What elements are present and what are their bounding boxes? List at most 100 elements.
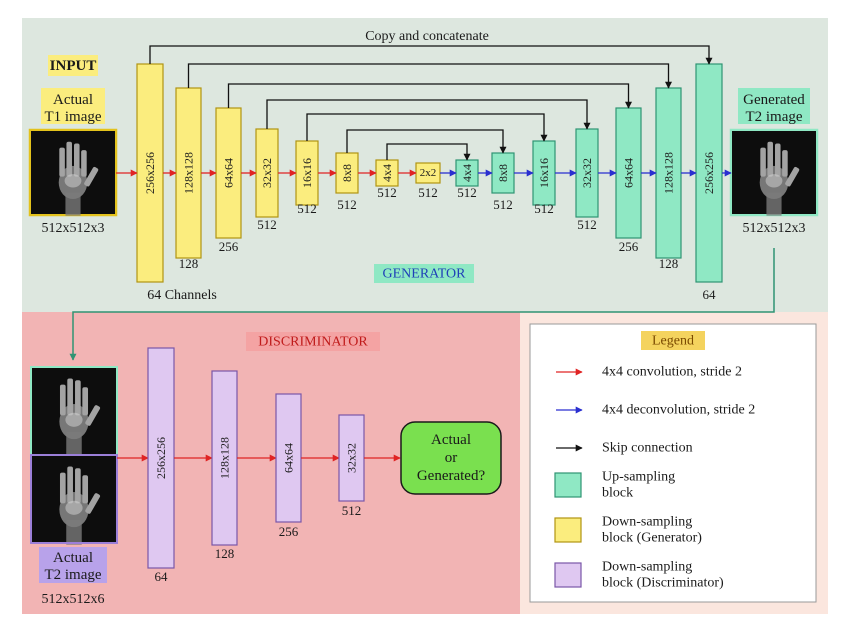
discriminator-input-label-highlight — [39, 547, 107, 583]
legend-item-4-label-line-1: Up-sampling — [602, 470, 675, 485]
legend-swatch-up_block — [554, 472, 582, 498]
decoder-block-2-channels: 512 — [493, 197, 513, 212]
discriminator-block-3-resolution: 64x64 — [282, 443, 296, 473]
finger-shape — [767, 141, 773, 177]
decoder-block-6-channels: 128 — [659, 256, 679, 271]
discriminator-block-1-resolution: 256x256 — [154, 437, 168, 479]
legend-title-highlight — [641, 331, 705, 350]
output-t2-image — [732, 131, 816, 216]
encoder-block-3 — [215, 107, 242, 239]
encoder-block-1-resolution: 256x256 — [143, 152, 157, 194]
input-tag-text: INPUT — [50, 58, 97, 74]
discriminator-block-4-channels: 512 — [342, 503, 362, 518]
input-t1-image — [31, 131, 115, 216]
finger-shape — [775, 143, 781, 177]
discriminator-block-1 — [147, 347, 175, 569]
skip-connection-arrow-1 — [149, 45, 713, 65]
legend-item-6-label-line-2: block (Discriminator) — [602, 576, 724, 591]
generator-title-highlight — [374, 264, 474, 283]
decoder-block-7-channels: 64 — [703, 287, 717, 302]
discriminator-block-4-resolution: 32x32 — [345, 443, 359, 473]
encoder-block-3-channels: 256 — [219, 239, 239, 254]
decoder-block-3-resolution: 16x16 — [537, 158, 551, 188]
discriminator-block-3-channels: 256 — [279, 524, 299, 539]
encoder-block-6-channels: 512 — [337, 197, 357, 212]
bone-highlight — [765, 174, 783, 188]
discriminator-actual-image-border — [30, 454, 118, 544]
finger-shape — [59, 384, 66, 416]
finger-shape — [66, 141, 72, 177]
discriminator-block-4 — [338, 414, 365, 502]
wrist-shape — [66, 432, 82, 457]
skip-connection-arrow-3 — [227, 83, 632, 109]
input-label-line-2: T1 image — [44, 109, 101, 125]
discriminator-input-size: 512x512x6 — [42, 592, 105, 607]
legend-item-2-label-line-1: 4x4 deconvolution, stride 2 — [602, 403, 755, 418]
discriminator-actual-image — [31, 455, 117, 545]
skip-connection-arrow-7 — [386, 143, 471, 161]
decoder-block-5-channels: 256 — [619, 239, 639, 254]
decoder-block-6-resolution: 128x128 — [662, 152, 676, 194]
legend-item-5-label-line-2: block (Generator) — [602, 531, 702, 546]
encoder-block-5-channels: 512 — [297, 201, 317, 216]
bottleneck-channels: 512 — [418, 185, 438, 200]
discriminator-output-line-1: Actual — [431, 432, 471, 448]
encoder-block-2 — [175, 87, 202, 259]
output-size-label: 512x512x3 — [743, 221, 806, 236]
wrist-shape — [66, 520, 82, 545]
discriminator-input-label-line-1: Actual — [53, 550, 93, 566]
discriminator-output-line-2: or — [445, 450, 458, 466]
encoder-block-2-channels: 128 — [179, 256, 199, 271]
encoder-block-3-resolution: 64x64 — [222, 158, 236, 188]
legend-item-4-label-line-2: block — [602, 486, 633, 501]
generator-title: GENERATOR — [383, 267, 467, 282]
discriminator-title-highlight — [246, 332, 380, 351]
finger-shape — [59, 147, 65, 177]
discriminator-block-1-channels: 64 — [155, 569, 169, 584]
skip-connection-arrow-5 — [306, 113, 548, 142]
encoder-block-4-channels: 512 — [257, 217, 277, 232]
encoder-channels-label: 64 Channels — [147, 288, 217, 303]
decoder-block-2-resolution: 8x8 — [496, 164, 510, 182]
finger-shape — [59, 472, 66, 504]
thumb-shape — [85, 405, 101, 426]
discriminator-output-box — [400, 421, 502, 495]
encoder-block-6-resolution: 8x8 — [340, 164, 354, 182]
legend-item-1-label-line-1: 4x4 convolution, stride 2 — [602, 365, 742, 380]
decoder-block-4-resolution: 32x32 — [580, 158, 594, 188]
decoder-block-1-resolution: 4x4 — [460, 164, 474, 182]
decoder-block-1-channels: 512 — [457, 185, 477, 200]
encoder-block-2-resolution: 128x128 — [182, 152, 196, 194]
discriminator-block-3 — [275, 393, 302, 523]
legend-swatch-down_discriminator — [554, 562, 582, 588]
encoder-block-4-resolution: 32x32 — [260, 158, 274, 188]
finger-shape — [760, 147, 766, 177]
legend-item-3-label-line-1: Skip connection — [602, 441, 693, 456]
finger-shape — [81, 150, 87, 177]
skip-connection-arrow-4 — [266, 99, 591, 130]
discriminator-generated-image — [31, 367, 117, 457]
input-size-label: 512x512x3 — [42, 221, 105, 236]
legend-item-6-label-line-1: Down-sampling — [602, 560, 692, 575]
wrist-shape — [65, 192, 81, 216]
encoder-block-7-resolution: 4x4 — [380, 164, 394, 182]
bottleneck-resolution: 2x2 — [420, 167, 437, 179]
output-label-line-2: T2 image — [745, 109, 802, 125]
finger-shape — [782, 150, 788, 177]
finger-shape — [75, 380, 81, 416]
output-label-line-1: Generated — [743, 92, 805, 108]
skip-connection-arrow-2 — [187, 63, 672, 89]
finger-shape — [67, 378, 73, 416]
decoder-block-4-channels: 512 — [577, 217, 597, 232]
copy-and-concatenate-label: Copy and concatenate — [365, 29, 489, 44]
output-label-highlight — [738, 88, 810, 124]
input-tag-highlight — [48, 55, 98, 76]
legend-title: Legend — [652, 334, 694, 349]
bone-highlight — [65, 500, 83, 515]
encoder-block-5-resolution: 16x16 — [300, 158, 314, 188]
thumb-shape — [785, 167, 800, 187]
legend-swatch-down_generator — [554, 517, 582, 543]
discriminator-output-line-3: Generated? — [417, 468, 486, 484]
